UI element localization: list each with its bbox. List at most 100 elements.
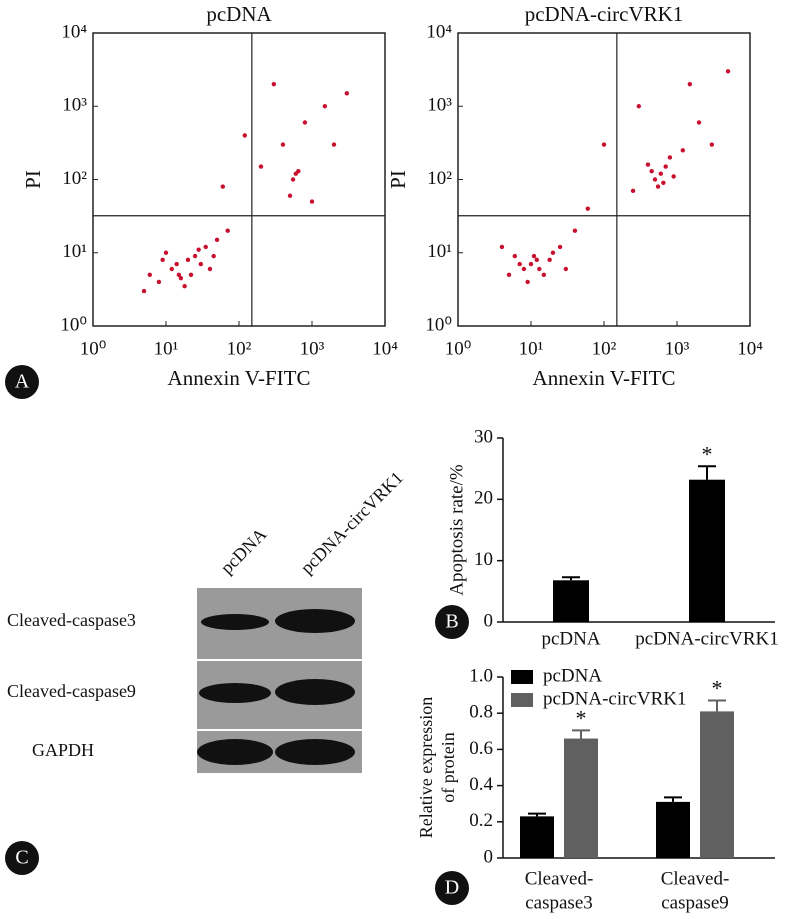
row-label: GAPDH — [32, 740, 94, 760]
event-dot — [557, 244, 563, 250]
event-dot — [309, 199, 315, 204]
y-tick-label: 20 — [474, 488, 493, 509]
event-dot — [225, 228, 230, 233]
error-bar — [528, 812, 546, 817]
y-tick-label: 10¹ — [427, 241, 452, 262]
y-tick-label: 10⁰ — [60, 314, 87, 335]
x-tick-label: 10¹ — [154, 338, 179, 359]
significance-mark: * — [702, 441, 713, 466]
x-tick-label: 10⁴ — [372, 338, 398, 359]
event-dot — [525, 279, 530, 285]
event-dot — [655, 184, 661, 189]
event-dot — [658, 171, 664, 176]
y-tick-label: 0.4 — [469, 774, 493, 795]
event-dot — [630, 188, 636, 194]
event-dot — [196, 247, 201, 252]
event-dot — [696, 120, 702, 125]
y-tick-label: 10 — [474, 549, 493, 570]
x-tick-label: 10⁰ — [445, 338, 472, 359]
panel-badge — [5, 365, 39, 399]
event-dot — [547, 257, 552, 263]
significance-mark: * — [712, 676, 723, 701]
row-label: Cleaved-caspase9 — [7, 681, 136, 701]
event-dot — [296, 168, 301, 174]
event-dot — [661, 180, 666, 186]
x-tick-label: 10² — [227, 338, 252, 359]
event-dot — [499, 244, 505, 250]
y-tick-label: 10⁰ — [425, 314, 452, 335]
lane-label: pcDNA — [217, 524, 271, 578]
event-dot — [156, 279, 162, 285]
plot-frame — [457, 32, 751, 327]
event-dot — [537, 266, 542, 272]
band — [275, 609, 355, 633]
event-dot — [512, 253, 518, 259]
event-dot — [601, 142, 607, 147]
y-tick-label: 10¹ — [62, 241, 87, 262]
legend-swatch — [511, 670, 533, 684]
bar — [689, 479, 725, 622]
error-bar — [698, 465, 716, 480]
event-dot — [203, 244, 208, 250]
y-tick-label: 0.8 — [469, 702, 493, 723]
y-tick-label: 0 — [484, 846, 494, 867]
event-dot — [214, 237, 220, 243]
event-dot — [280, 142, 286, 147]
y-tick-label: 30 — [474, 426, 493, 447]
panel-letter: B — [445, 611, 458, 633]
plot-frame — [92, 32, 386, 327]
event-dot — [287, 193, 293, 198]
event-dot — [220, 184, 226, 189]
event-dot — [680, 148, 685, 153]
event-dot — [178, 275, 184, 281]
event-dot — [667, 155, 673, 160]
event-dot — [563, 266, 569, 272]
event-dot — [709, 142, 715, 147]
error-bar — [708, 699, 726, 712]
bar — [700, 711, 734, 858]
legend-label: pcDNA-circVRK1 — [543, 688, 687, 709]
x-tick-label: Cleaved- — [525, 868, 594, 889]
event-dot — [242, 133, 247, 138]
event-dot — [649, 168, 654, 174]
event-dot — [163, 250, 169, 255]
y-tick-label: 10² — [62, 168, 87, 189]
event-dot — [585, 206, 591, 211]
panel-letter: C — [15, 847, 28, 869]
event-dot — [176, 272, 182, 278]
event-dot — [147, 272, 153, 278]
event-dot — [331, 142, 337, 147]
event-dot — [160, 257, 165, 263]
y-axis-label: PI — [386, 170, 410, 189]
panel-badges: A B C D — [5, 365, 469, 905]
x-tick-label: 10³ — [665, 338, 690, 359]
event-dot — [517, 261, 522, 267]
x-axis-label: Annexin V-FITC — [533, 366, 676, 390]
band — [199, 683, 271, 703]
lane-label: pcDNA-circVRK1 — [297, 467, 407, 577]
event-dot — [671, 174, 676, 179]
bar — [520, 816, 554, 858]
x-tick-label: pcDNA — [541, 628, 600, 649]
x-tick-label: pcDNA-circVRK1 — [635, 628, 779, 649]
error-bar — [664, 796, 682, 802]
error-bar — [572, 729, 590, 739]
event-dot — [541, 272, 547, 278]
y-axis-label: PI — [21, 170, 45, 189]
y-tick-label: 10⁴ — [61, 21, 87, 42]
x-tick-label: Cleaved- — [661, 868, 730, 889]
event-dot — [636, 104, 642, 109]
significance-mark: * — [576, 705, 587, 730]
event-dot — [258, 164, 264, 169]
x-tick-label: 10⁴ — [737, 338, 763, 359]
panel-badge — [435, 605, 469, 639]
event-dot — [687, 81, 693, 87]
row-label: Cleaved-caspase3 — [7, 610, 136, 630]
event-dot — [207, 266, 213, 272]
band — [201, 614, 269, 630]
y-tick-label: 10² — [427, 168, 452, 189]
x-tick-label: caspase3 — [525, 892, 593, 913]
event-dot — [198, 261, 204, 267]
bar — [564, 738, 598, 858]
